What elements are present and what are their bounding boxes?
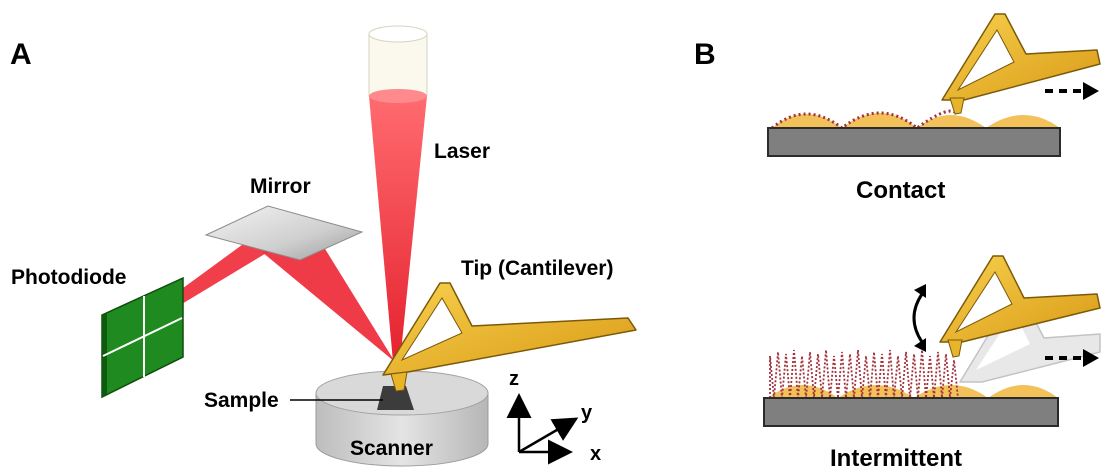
contact-label: Contact <box>856 177 945 204</box>
contact-mode-illustration <box>767 13 1101 157</box>
tip-label: Tip (Cantilever) <box>461 257 613 280</box>
laser-beam <box>369 96 427 362</box>
photodiode <box>101 276 184 399</box>
panel-b-letter: B <box>694 38 716 71</box>
mirror <box>204 205 364 261</box>
laser-source <box>368 25 428 97</box>
sample-label: Sample <box>204 389 279 412</box>
mirror-label: Mirror <box>250 175 311 198</box>
intermittent-label: Intermittent <box>830 445 962 472</box>
intermittent-mode-illustration <box>763 255 1101 427</box>
panel-a-letter: A <box>10 38 32 71</box>
scanner <box>315 370 489 467</box>
sample <box>377 386 414 410</box>
cantilever <box>382 282 637 392</box>
scanner-label: Scanner <box>350 437 433 460</box>
axis-y-label: y <box>581 402 593 424</box>
photodiode-label: Photodiode <box>11 266 126 289</box>
axis-z-label: z <box>509 368 519 390</box>
axis-x-label: x <box>590 443 601 465</box>
coordinate-axes <box>506 393 579 465</box>
reflected-beam <box>262 244 395 362</box>
laser-label: Laser <box>434 140 490 163</box>
